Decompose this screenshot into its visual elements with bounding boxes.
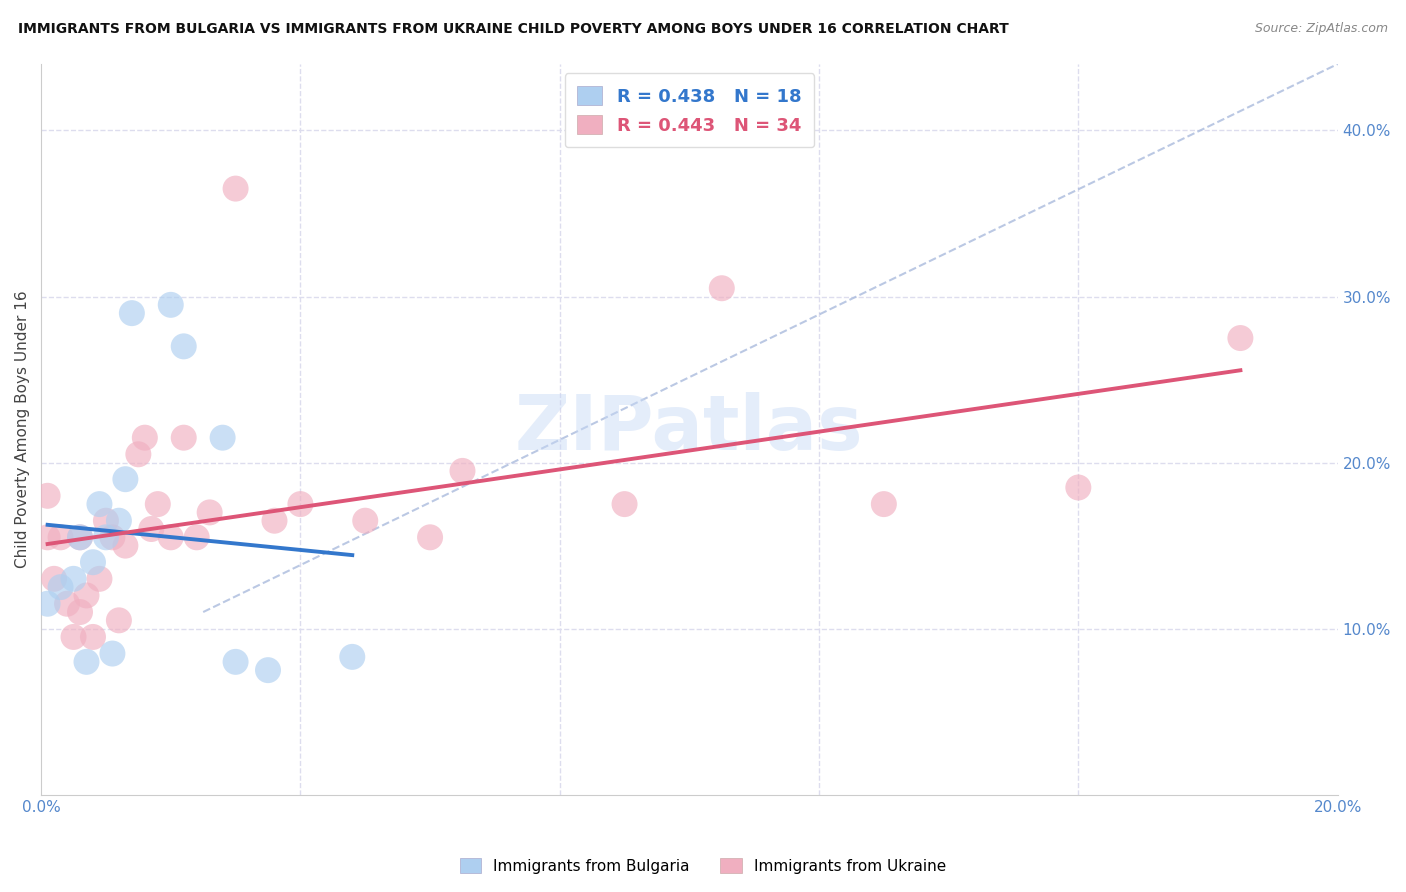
Point [173,431,195,445]
Point [873,497,896,511]
Point [1067,481,1090,495]
Point [82,555,104,569]
Point [186,530,208,544]
Point [89,572,111,586]
Point [146,497,169,511]
Point [37,530,59,544]
Point [62,630,84,644]
Point [225,655,247,669]
Point [37,489,59,503]
Point [101,530,124,544]
Point [290,497,312,511]
Point [114,472,136,486]
Point [354,514,377,528]
Point [89,497,111,511]
Point [211,431,233,445]
Point [159,530,181,544]
Point [141,522,163,536]
Y-axis label: Child Poverty Among Boys Under 16: Child Poverty Among Boys Under 16 [15,291,30,568]
Point [69,530,91,544]
Point [1229,331,1251,345]
Point [94,514,117,528]
Point [49,530,72,544]
Point [451,464,474,478]
Point [710,281,733,295]
Point [134,431,156,445]
Legend: R = 0.438   N = 18, R = 0.443   N = 34: R = 0.438 N = 18, R = 0.443 N = 34 [565,73,814,147]
Point [159,298,181,312]
Point [94,530,117,544]
Point [49,580,72,594]
Point [76,589,98,603]
Text: ZIPatlas: ZIPatlas [515,392,863,467]
Point [342,649,364,664]
Point [198,505,221,519]
Point [257,663,280,677]
Point [108,514,131,528]
Point [127,447,149,461]
Point [82,630,104,644]
Point [263,514,285,528]
Point [114,539,136,553]
Point [173,339,195,353]
Point [76,655,98,669]
Point [42,572,65,586]
Point [613,497,636,511]
Point [101,647,124,661]
Legend: Immigrants from Bulgaria, Immigrants from Ukraine: Immigrants from Bulgaria, Immigrants fro… [454,852,952,880]
Text: IMMIGRANTS FROM BULGARIA VS IMMIGRANTS FROM UKRAINE CHILD POVERTY AMONG BOYS UND: IMMIGRANTS FROM BULGARIA VS IMMIGRANTS F… [18,22,1010,37]
Point [419,530,441,544]
Point [225,181,247,195]
Point [69,605,91,619]
Point [69,530,91,544]
Text: Source: ZipAtlas.com: Source: ZipAtlas.com [1254,22,1388,36]
Point [62,572,84,586]
Point [56,597,79,611]
Point [108,613,131,627]
Point [121,306,143,320]
Point [37,597,59,611]
